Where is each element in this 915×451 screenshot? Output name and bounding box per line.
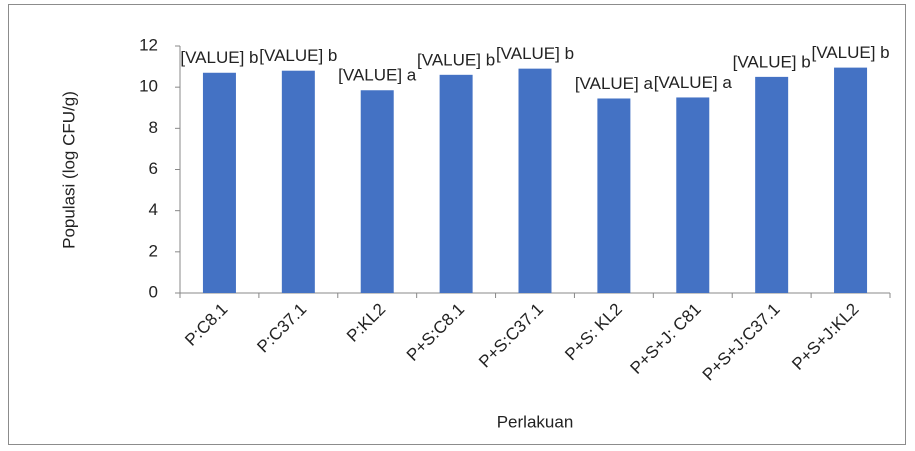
- bar: [518, 68, 552, 294]
- chart-frame: [8, 4, 906, 445]
- y-axis-title: Populasi (log CFU/g): [59, 91, 78, 249]
- x-tick-label: P+S+J:KL2: [788, 300, 862, 374]
- x-tick-label: P:KL2: [343, 300, 389, 346]
- data-label: [VALUE] a: [575, 74, 654, 93]
- y-tick-label: 2: [149, 241, 158, 260]
- y-tick-label: 12: [139, 35, 158, 54]
- bar: [597, 98, 631, 293]
- x-axis-title: Perlakuan: [497, 412, 574, 431]
- data-label: [VALUE] a: [338, 66, 417, 85]
- x-tick-label: P+S:C37.1: [475, 300, 547, 372]
- x-tick-label: P+S+J:C37.1: [699, 300, 784, 385]
- data-label: [VALUE] b: [417, 50, 495, 69]
- y-tick-label: 6: [149, 159, 158, 178]
- bar: [755, 76, 789, 293]
- data-label: [VALUE] b: [811, 43, 889, 62]
- bar: [281, 70, 315, 293]
- x-tick-label: P+S+J: C81: [627, 300, 705, 378]
- bar: [834, 67, 868, 293]
- data-label: [VALUE] a: [654, 73, 733, 92]
- y-tick-label: 10: [139, 77, 158, 96]
- y-tick-label: 4: [149, 200, 158, 219]
- data-label: [VALUE] b: [180, 48, 258, 67]
- x-tick-label: P:C8.1: [181, 300, 231, 350]
- x-tick-label: P+S:C8.1: [403, 300, 468, 365]
- data-label: [VALUE] b: [733, 52, 811, 71]
- y-tick-label: 8: [149, 118, 158, 137]
- x-tick-label: P:C37.1: [253, 300, 310, 357]
- data-label: [VALUE] b: [259, 46, 337, 65]
- bar: [360, 90, 394, 293]
- bar: [676, 97, 710, 293]
- bar: [202, 72, 236, 293]
- x-tick-label: P+S: KL2: [561, 300, 626, 365]
- data-label: [VALUE] b: [496, 44, 574, 63]
- y-tick-label: 0: [149, 282, 158, 301]
- bar: [439, 74, 473, 293]
